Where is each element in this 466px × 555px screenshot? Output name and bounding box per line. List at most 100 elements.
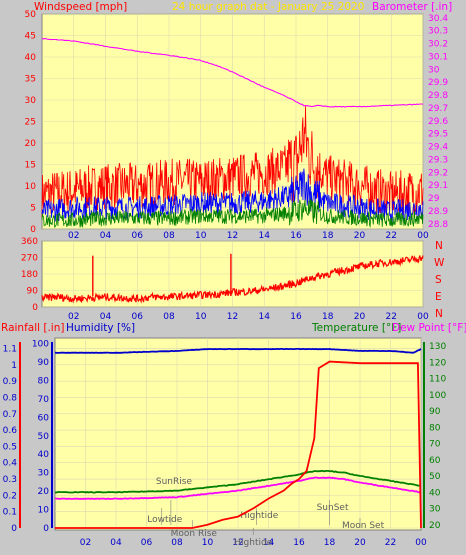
barometer-tick: 29.6 (428, 117, 448, 127)
wind-x-tick: 02 (68, 231, 79, 241)
temp-tick: 120 (429, 358, 446, 368)
temp-tick: 100 (429, 391, 446, 401)
dir-x-tick: 10 (195, 312, 207, 322)
dir-x-tick: 16 (290, 312, 302, 322)
temp-tick: 110 (429, 375, 446, 385)
temp-x-tick: 22 (385, 538, 396, 548)
wind-left-tick: 35 (25, 75, 36, 85)
temp-x-tick: 14 (263, 538, 275, 548)
direction-line (41, 255, 424, 304)
barometer-tick: 29.8 (428, 91, 448, 101)
dewpoint-title: Dew Point [°F] (392, 322, 466, 334)
barometer-tick: 29.5 (428, 130, 448, 140)
wind-left-tick: 10 (25, 182, 37, 192)
barometer-line (41, 37, 424, 108)
wind-x-tick: 04 (100, 231, 112, 241)
temp-x-tick: 16 (293, 538, 305, 548)
temp-x-tick: 10 (202, 538, 214, 548)
rain-tick: 0 (11, 524, 17, 534)
wind-x-tick: 16 (290, 231, 302, 241)
rain-tick: 0.9 (3, 377, 18, 387)
dir-x-tick: 06 (132, 312, 144, 322)
rain-tick: 1 (11, 361, 17, 371)
humidity-tick: 30 (38, 469, 50, 479)
wind-x-tick: 20 (354, 231, 366, 241)
wind-series-line (41, 168, 424, 224)
temp-x-tick: 02 (80, 538, 91, 548)
barometer-title: Barometer [.in] (372, 1, 452, 13)
wind-left-tick: 5 (30, 204, 36, 214)
temp-x-tick: 08 (171, 538, 183, 548)
barometer-tick: 29.9 (428, 78, 448, 88)
wind-x-tick: 18 (322, 231, 334, 241)
barometer-tick: 30.1 (428, 52, 448, 62)
wind-x-tick: 00 (417, 231, 429, 241)
wind-left-tick: 50 (25, 10, 37, 20)
wind-x-tick: 08 (163, 231, 175, 241)
wind-left-tick: 15 (25, 161, 36, 171)
rainfall-line (55, 360, 422, 529)
date-title: 24 hour graph dat - January 25 2020 (172, 1, 364, 13)
humidity-tick: 20 (38, 487, 50, 497)
temp-tick: 70 (429, 440, 441, 450)
compass-n-bottom: N (435, 308, 443, 320)
dir-x-tick: 18 (322, 312, 334, 322)
humidity-title: Humidity [%] (66, 322, 135, 334)
rain-tick: 1.1 (3, 345, 17, 355)
rain-tick: 0.1 (3, 508, 17, 518)
barometer-tick: 30 (428, 65, 440, 75)
barometer-tick: 29.7 (428, 104, 448, 114)
wind-x-tick: 10 (195, 231, 207, 241)
dir-left-tick: 90 (27, 287, 39, 297)
event-label: Moon Set (342, 521, 385, 531)
dir-x-tick: 20 (354, 312, 366, 322)
temp-tick: 60 (429, 456, 441, 466)
temp-tick: 30 (429, 505, 441, 515)
wind-x-tick: 22 (386, 231, 397, 241)
rain-tick: 0.4 (3, 459, 18, 469)
event-label: SunSet (317, 503, 349, 513)
temp-x-tick: 06 (141, 538, 153, 548)
dir-x-tick: 14 (259, 312, 271, 322)
barometer-tick: 30.4 (428, 14, 448, 24)
temp-x-tick: 20 (354, 538, 366, 548)
wind-left-tick: 25 (25, 118, 36, 128)
compass-n-top: N (435, 240, 443, 252)
event-label: Hightide (240, 511, 278, 521)
rain-tick: 0.7 (3, 410, 17, 420)
wind-series-line (41, 105, 424, 218)
humidity-tick: 50 (38, 432, 50, 442)
temp-tick: 40 (429, 488, 441, 498)
barometer-tick: 29.2 (428, 168, 448, 178)
temp-tick: 90 (429, 407, 441, 417)
compass-e: E (435, 291, 442, 303)
rain-tick: 0.3 (3, 475, 17, 485)
wind-left-tick: 20 (25, 139, 37, 149)
event-label: Moon Rise (171, 529, 218, 539)
temperature-line (55, 469, 422, 494)
barometer-tick: 29.1 (428, 181, 448, 191)
temp-x-tick: 00 (415, 538, 427, 548)
barometer-tick: 29 (428, 194, 440, 204)
humidity-tick: 90 (38, 358, 50, 368)
event-label: SunRise (156, 477, 193, 487)
barometer-tick: 29.3 (428, 155, 448, 165)
event-label: Hightide (234, 538, 272, 548)
humidity-tick: 100 (32, 340, 49, 350)
dir-left-tick: 180 (21, 270, 38, 280)
windspeed-title: Windspeed [mph] (34, 1, 127, 13)
dir-left-tick: 0 (32, 303, 38, 313)
dir-left-tick: 360 (21, 237, 38, 247)
temp-x-tick: 12 (232, 538, 243, 548)
wind-left-tick: 45 (25, 32, 36, 42)
humidity-line (54, 347, 422, 354)
dewpoint-line (54, 476, 421, 500)
dir-x-tick: 02 (68, 312, 79, 322)
rain-tick: 0.6 (3, 426, 18, 436)
temp-tick: 50 (429, 472, 441, 482)
dir-x-tick: 12 (227, 312, 238, 322)
barometer-tick: 30.2 (428, 40, 448, 50)
humidity-tick: 80 (38, 376, 50, 386)
humidity-tick: 0 (43, 524, 49, 534)
